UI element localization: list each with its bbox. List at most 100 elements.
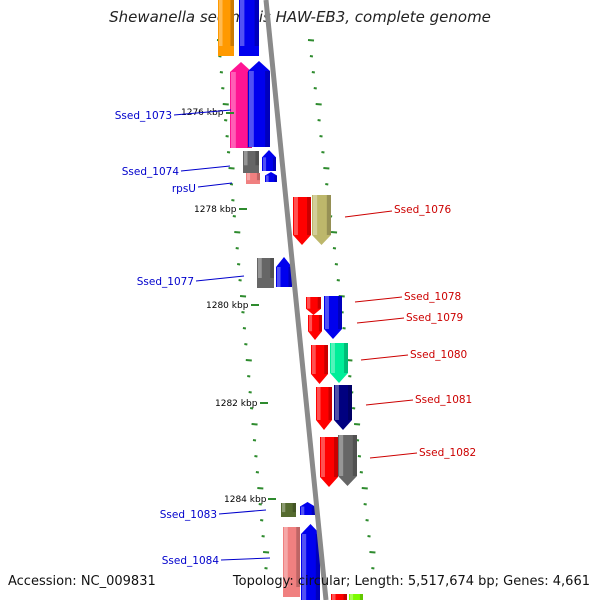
tick-mark (234, 231, 241, 234)
tick-mark (226, 151, 231, 154)
tick-mark (330, 231, 338, 234)
feature-track (218, 0, 363, 600)
tick-mark (367, 535, 371, 538)
tick-mark (254, 455, 258, 458)
gene-feature (265, 172, 277, 182)
tick-mark (245, 359, 252, 362)
gene-feature (316, 387, 332, 430)
tick-mark (239, 295, 247, 298)
gene-label-right[interactable]: Ssed_1078 (404, 291, 461, 303)
gene-feature (308, 315, 322, 340)
gene-feature (243, 151, 259, 173)
tick-mark (319, 135, 323, 138)
tick-mark (231, 199, 235, 202)
label-leaders (173, 109, 418, 561)
tick-mark (325, 183, 329, 186)
gene-feature (300, 502, 315, 515)
tick-mark (311, 71, 316, 74)
gene-label-left[interactable]: rpsU (172, 183, 196, 195)
gene-feature (330, 343, 348, 383)
tick-mark (334, 263, 339, 266)
tick-mark (242, 327, 247, 330)
tick-mark (228, 167, 235, 170)
tick-mark (317, 119, 321, 122)
gene-feature (312, 195, 331, 245)
tick-mark (357, 455, 362, 458)
gene-feature (331, 594, 347, 600)
gene-label-left[interactable]: Ssed_1083 (160, 509, 217, 521)
tick-mark (361, 487, 368, 490)
gene-label-right[interactable]: Ssed_1080 (410, 349, 467, 361)
topology-text: Topology: circular; Length: 5,517,674 bp… (232, 574, 590, 589)
tick-mark (336, 279, 340, 282)
tick-mark (348, 375, 352, 378)
tick-mark (323, 167, 330, 170)
gene-feature (311, 345, 328, 384)
tick-mark (229, 183, 234, 186)
gene-feature (349, 594, 363, 600)
tick-mark (222, 103, 229, 106)
gene-feature (334, 385, 352, 430)
tick-mark (232, 215, 237, 218)
gene-feature (320, 437, 338, 487)
tick-mark (258, 503, 262, 506)
map-title: Shewanella sediminis HAW-EB3, complete g… (109, 8, 491, 26)
gene-label-right[interactable]: Ssed_1081 (415, 394, 472, 406)
tick-mark (321, 151, 325, 154)
gene-label-right[interactable]: Ssed_1082 (419, 447, 476, 459)
tick-mark (238, 279, 242, 282)
gene-feature (324, 296, 342, 339)
tick-mark (309, 55, 314, 58)
gene-feature (306, 297, 321, 315)
tick-mark (244, 343, 248, 346)
kbp-label: 1282 kbp (215, 399, 258, 409)
tick-mark (236, 263, 241, 266)
tick-mark (260, 519, 264, 522)
gene-label-right[interactable]: Ssed_1079 (406, 312, 463, 324)
tick-mark (224, 119, 228, 122)
tick-track-left (216, 39, 270, 570)
gene-feature (218, 0, 234, 56)
tick-mark (257, 487, 264, 490)
tick-mark (359, 471, 364, 474)
tick-mark (261, 535, 265, 538)
gene-feature (248, 61, 270, 147)
tick-mark (241, 311, 245, 314)
gene-feature (239, 0, 259, 56)
tick-mark (235, 247, 239, 250)
gene-feature (281, 503, 296, 517)
kbp-label: 1284 kbp (224, 495, 267, 505)
tick-mark (248, 391, 252, 394)
tick-mark (219, 71, 224, 74)
gene-label-left[interactable]: Ssed_1077 (137, 276, 194, 288)
kbp-label: 1280 kbp (206, 301, 249, 311)
tick-mark (371, 567, 375, 570)
genome-backbone (263, 0, 329, 600)
tick-mark (264, 567, 268, 570)
gene-label-left[interactable]: Ssed_1073 (115, 110, 172, 122)
tick-mark (251, 423, 258, 426)
tick-mark (307, 39, 315, 42)
tick-mark (221, 87, 225, 90)
tick-mark (255, 471, 260, 474)
tick-mark (225, 135, 229, 138)
gene-feature (257, 258, 274, 288)
gene-label-left[interactable]: Ssed_1084 (162, 555, 220, 567)
tick-mark (332, 247, 337, 250)
kbp-label: 1278 kbp (194, 205, 237, 215)
gene-feature (301, 524, 320, 600)
tick-mark (247, 375, 251, 378)
tick-mark (262, 551, 270, 554)
tick-mark (342, 327, 346, 330)
gene-labels: Ssed_1073 Ssed_1074 rpsU Ssed_1077 Ssed_1083… (115, 110, 476, 567)
gene-feature (276, 257, 292, 287)
gene-label-right[interactable]: Ssed_1076 (394, 204, 452, 216)
gene-feature (338, 435, 357, 486)
tick-mark (351, 407, 356, 410)
gene-label-left[interactable]: Ssed_1074 (122, 166, 180, 178)
tick-mark (249, 407, 254, 410)
tick-mark (363, 503, 367, 506)
tick-mark (218, 55, 222, 58)
